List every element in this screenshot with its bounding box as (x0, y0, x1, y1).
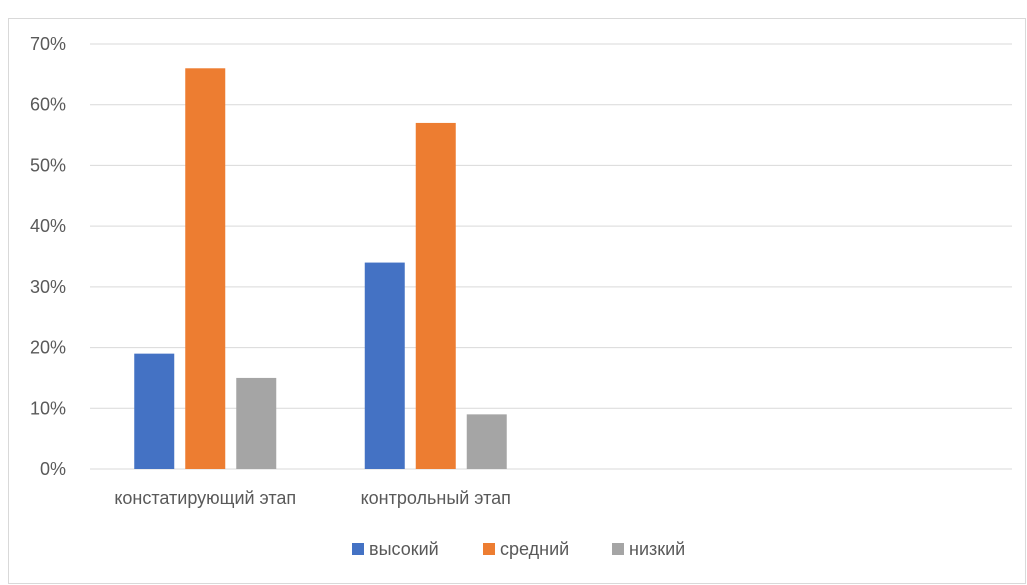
chart-frame (8, 18, 1026, 584)
legend-label: высокий (369, 539, 439, 559)
y-tick-label: 30% (30, 277, 66, 297)
bar-средний (415, 122, 456, 469)
gridlines (90, 43, 1012, 470)
y-tick-label: 10% (30, 398, 66, 418)
y-tick-label: 0% (40, 459, 66, 479)
category-label: контрольный этап (361, 488, 511, 508)
bar-низкий (236, 377, 277, 469)
legend-swatch-низкий (612, 543, 624, 555)
bar-средний (185, 68, 226, 470)
x-axis-categories: констатирующий этап контрольный этап (114, 488, 511, 508)
legend-swatch-средний (483, 543, 495, 555)
y-axis-ticks: 0% 10% 20% 30% 40% 50% 60% 70% (30, 34, 66, 479)
bar-низкий (466, 414, 507, 469)
y-tick-label: 20% (30, 338, 66, 358)
y-tick-label: 60% (30, 95, 66, 115)
y-tick-label: 50% (30, 155, 66, 175)
legend-label: низкий (629, 539, 685, 559)
bar-высокий (134, 353, 175, 469)
y-tick-label: 40% (30, 216, 66, 236)
y-tick-label: 70% (30, 34, 66, 54)
legend-swatch-высокий (352, 543, 364, 555)
bar-высокий (364, 262, 405, 469)
legend-label: средний (500, 539, 569, 559)
bars (134, 68, 507, 470)
legend: высокий средний низкий (352, 539, 685, 559)
category-label: констатирующий этап (114, 488, 296, 508)
